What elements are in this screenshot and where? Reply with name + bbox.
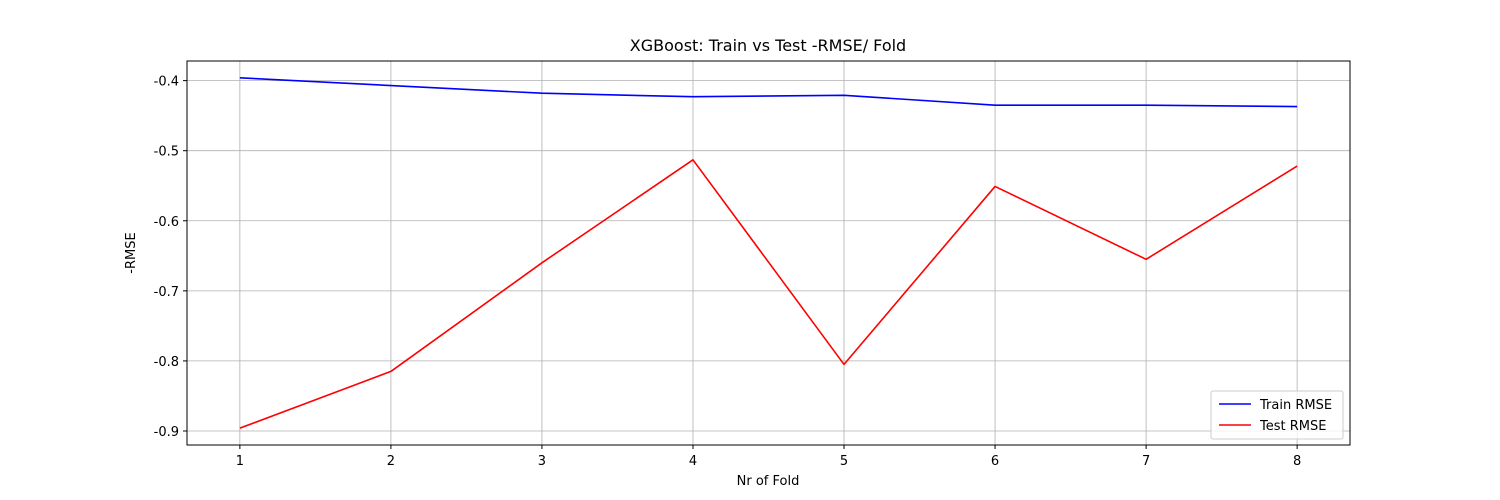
y-tick-label: -0.9 bbox=[154, 425, 179, 440]
x-axis-label: Nr of Fold bbox=[737, 474, 800, 489]
series-lines bbox=[239, 77, 1298, 429]
x-tick-label: 1 bbox=[236, 454, 244, 469]
y-tick-label: -0.7 bbox=[154, 285, 179, 300]
y-tick-label: -0.5 bbox=[154, 145, 179, 160]
y-axis-label: -RMSE bbox=[124, 232, 139, 273]
x-tick-label: 2 bbox=[387, 454, 395, 469]
legend: Train RMSE Test RMSE bbox=[1210, 390, 1344, 440]
series-line-train-rmse bbox=[239, 77, 1298, 108]
x-tick-label: 5 bbox=[840, 454, 848, 469]
plot-frame bbox=[186, 60, 1351, 446]
x-tick-label: 3 bbox=[538, 454, 546, 469]
y-tick-label: -0.4 bbox=[154, 75, 179, 90]
legend-label-test: Test RMSE bbox=[1259, 419, 1326, 434]
legend-box bbox=[1210, 390, 1344, 440]
chart-title: XGBoost: Train vs Test -RMSE/ Fold bbox=[630, 36, 906, 55]
y-tick-label: -0.8 bbox=[154, 355, 179, 370]
x-tick-label: 6 bbox=[991, 454, 999, 469]
y-tick-label: -0.6 bbox=[154, 215, 179, 230]
x-tick-label: 8 bbox=[1293, 454, 1301, 469]
series-line-test-rmse bbox=[239, 159, 1298, 429]
axis-ticks: 1 2 3 4 5 6 7 8 -0.4 -0.5 -0.6 -0.7 -0.8 -0.9 bbox=[154, 75, 1302, 469]
legend-label-train: Train RMSE bbox=[1259, 398, 1332, 413]
x-tick-label: 7 bbox=[1142, 454, 1150, 469]
x-tick-label: 4 bbox=[689, 454, 697, 469]
grid-lines bbox=[187, 61, 1350, 445]
